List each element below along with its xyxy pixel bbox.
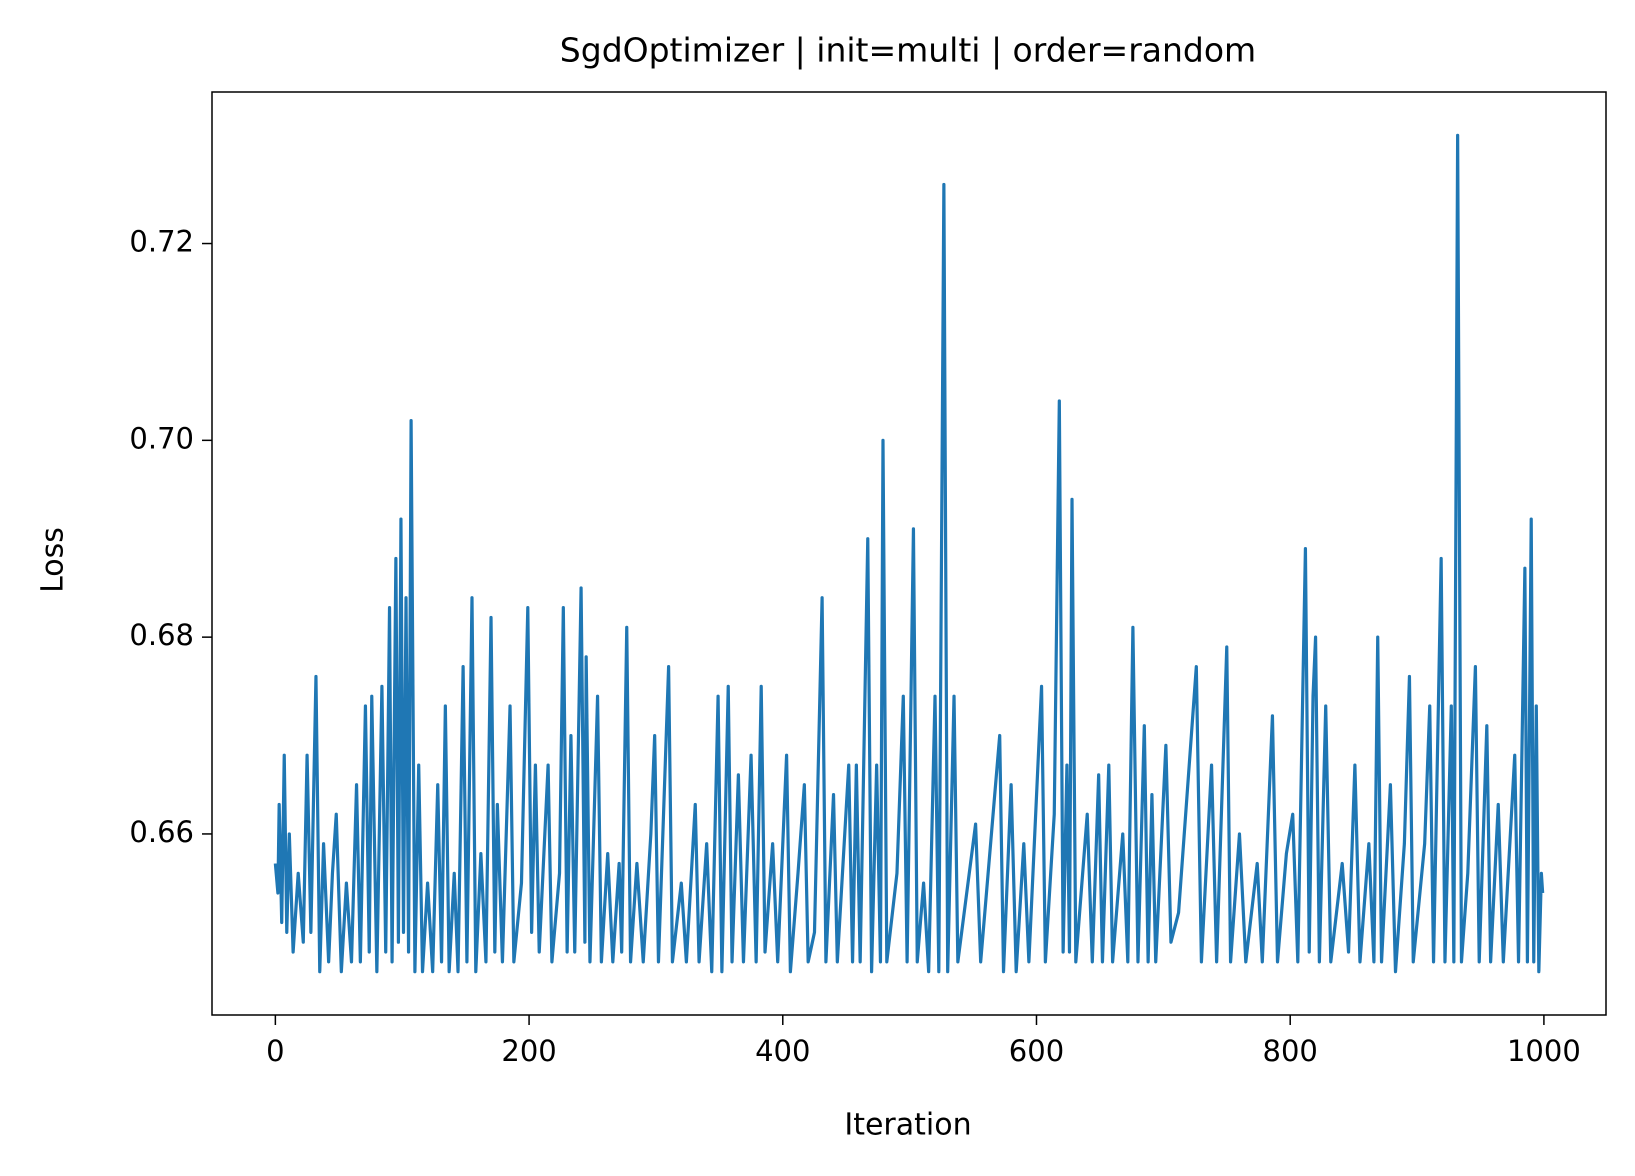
loss-line (273, 133, 1545, 974)
y-axis-label: Loss (36, 527, 71, 593)
y-tick-label: 0.70 (129, 421, 194, 455)
x-tick-label: 400 (755, 1034, 810, 1068)
x-tick-label: 600 (1009, 1034, 1064, 1068)
plot-frame (211, 91, 1607, 1016)
chart-title: SgdOptimizer | init=multi | order=random (560, 31, 1256, 70)
y-tick-label: 0.72 (129, 225, 194, 259)
x-tick-label: 1000 (1507, 1034, 1581, 1068)
x-axis-label: Iteration (844, 1108, 971, 1143)
y-tick-label: 0.66 (129, 815, 194, 849)
x-tick-label: 200 (501, 1034, 556, 1068)
y-tick-label: 0.68 (129, 618, 194, 652)
x-tick-label: 0 (266, 1034, 284, 1068)
x-tick-label: 800 (1263, 1034, 1318, 1068)
